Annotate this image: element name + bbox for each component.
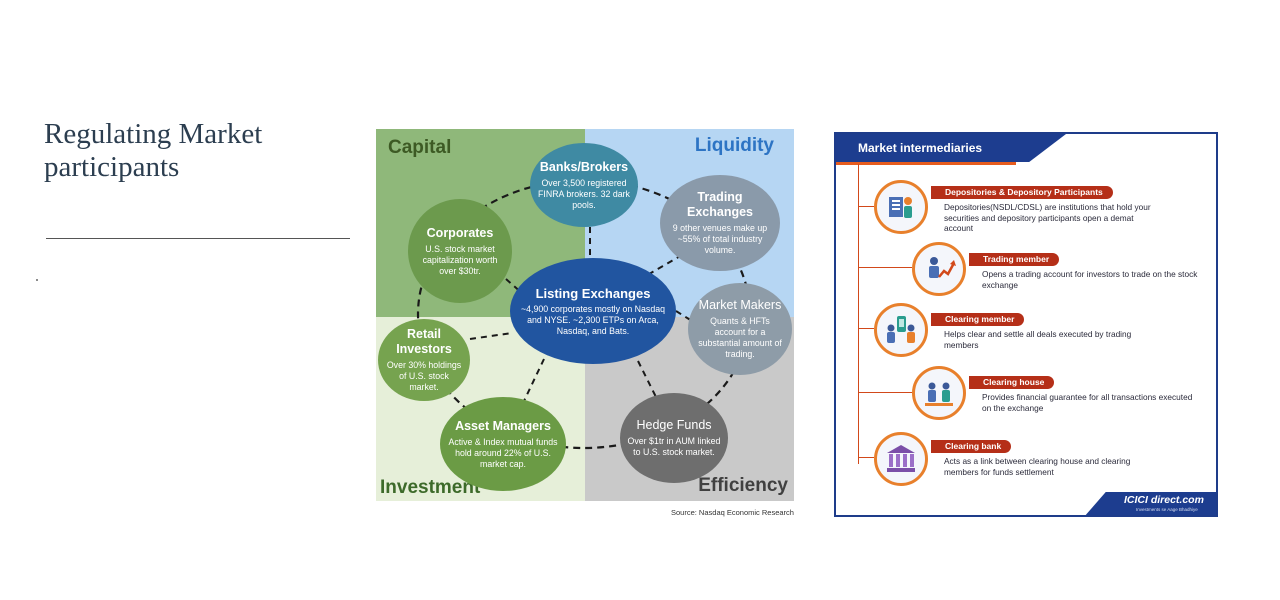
item-desc-clearing-house: Provides financial guarantee for all tra… (982, 392, 1193, 413)
item-title-trading-member: Trading member (969, 253, 1060, 266)
header-accent (836, 162, 1016, 165)
node-description: Over $1tr in AUM linked to U.S. stock ma… (627, 436, 721, 457)
clearing-house-icon (912, 366, 966, 420)
node-title: Retail Investors (396, 327, 452, 356)
quadrant-label-efficiency: Efficiency (698, 475, 788, 496)
item-title-clearing-house: Clearing house (969, 376, 1055, 389)
node-title: Hedge Funds (636, 418, 712, 432)
row-connector (858, 206, 874, 207)
node-title: Listing Exchanges (535, 285, 651, 301)
node-title: Corporates (426, 225, 494, 240)
title-divider (46, 238, 350, 239)
quadrant-label-capital: Capital (388, 137, 452, 158)
item-title-depositories: Depositories & Depository Participants (931, 186, 1113, 199)
node-banks-brokers: Banks/Brokers Over 3,500 registered FINR… (530, 143, 638, 227)
node-title: Asset Managers (455, 418, 551, 433)
item-desc-trading-member: Opens a trading account for investors to… (982, 269, 1198, 290)
brand-bar (1084, 492, 1216, 515)
node-listing-exchanges: Listing Exchanges ~4,900 corporates most… (510, 258, 676, 364)
node-title: Market Makers (698, 298, 782, 312)
timeline-line (858, 164, 859, 464)
item-desc-clearing-member: Helps clear and settle all deals execute… (944, 329, 1132, 350)
quadrant-label-investment: Investment (380, 477, 481, 498)
node-description: 9 other venues make up ~55% of total ind… (672, 223, 768, 255)
node-hedge-funds: Hedge Funds Over $1tr in AUM linked to U… (620, 393, 728, 483)
brand-tagline: Investments se Aage Bhadhiye (1136, 507, 1198, 512)
quadrant-label-liquidity: Liquidity (694, 135, 774, 156)
row-connector (858, 392, 912, 393)
node-description: Over 30% holdings of U.S. stock market. (386, 360, 462, 392)
item-desc-clearing-bank: Acts as a link between clearing house an… (944, 456, 1131, 477)
depository-icon (874, 180, 928, 234)
node-description: Quants & HFTs account for a substantial … (698, 316, 782, 359)
market-intermediaries-card: Market intermediaries Depositories & Dep… (834, 132, 1218, 517)
node-description: Over 3,500 registered FINRA brokers. 32 … (538, 177, 630, 210)
stray-dot (36, 279, 38, 281)
node-description: Active & Index mutual funds hold around … (448, 436, 558, 469)
market-ecosystem-diagram: Capital Liquidity Investment Efficiency … (376, 129, 794, 501)
node-retail-investors: Retail Investors Over 30% holdings of U.… (378, 319, 470, 401)
row-connector (858, 328, 874, 329)
clearing-member-icon (874, 303, 928, 357)
item-desc-depositories: Depositories(NSDL/CDSL) are institutions… (944, 202, 1151, 233)
node-title: Trading Exchanges (686, 190, 753, 219)
node-trading-exchanges: Trading Exchanges 9 other venues make up… (660, 175, 780, 271)
row-connector (858, 457, 874, 458)
node-description: U.S. stock market capitalization worth o… (422, 243, 498, 276)
row-connector (858, 267, 912, 268)
node-corporates: Corporates U.S. stock market capitalizat… (408, 199, 512, 303)
node-asset-managers: Asset Managers Active & Index mutual fun… (440, 397, 566, 491)
slide-title: Regulating Market participants (44, 118, 263, 183)
item-title-clearing-bank: Clearing bank (931, 440, 1012, 453)
source-note: Source: Nasdaq Economic Research (671, 508, 794, 517)
node-description: ~4,900 corporates mostly on Nasdaq and N… (520, 303, 665, 336)
node-market-makers: Market Makers Quants & HFTs account for … (688, 283, 792, 375)
node-title: Banks/Brokers (539, 159, 629, 174)
item-title-clearing-member: Clearing member (931, 313, 1025, 326)
trader-icon (912, 242, 966, 296)
icici-direct-logo: ICICI direct.com (1124, 494, 1204, 506)
bank-icon (874, 432, 928, 486)
card-header: Market intermediaries (836, 134, 1066, 162)
